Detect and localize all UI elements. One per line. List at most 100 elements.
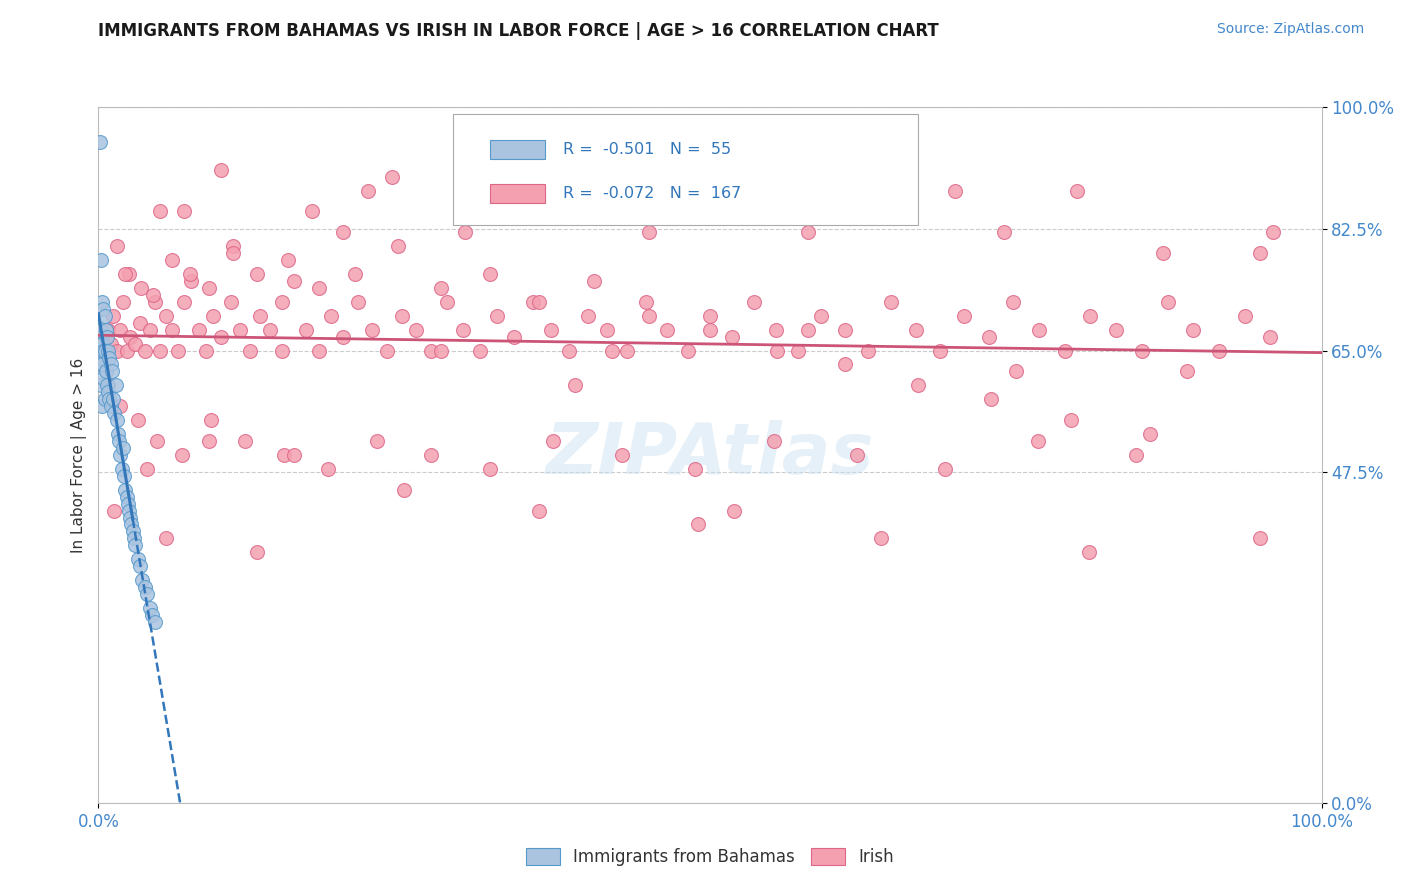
Point <box>134 580 156 594</box>
Point <box>127 552 149 566</box>
Point <box>98 392 121 407</box>
Point <box>699 323 721 337</box>
Point <box>103 503 125 517</box>
Point <box>124 336 146 351</box>
Point <box>222 246 245 260</box>
Point <box>636 294 658 309</box>
Point <box>332 329 354 343</box>
Text: R =  -0.072   N =  167: R = -0.072 N = 167 <box>564 186 741 201</box>
Point <box>596 323 619 337</box>
Point <box>93 309 115 323</box>
Point <box>797 323 820 337</box>
Point <box>155 309 177 323</box>
Point <box>105 413 128 427</box>
Point <box>1249 532 1271 546</box>
Text: ZIPAtlas: ZIPAtlas <box>546 420 875 490</box>
Point <box>1156 294 1178 309</box>
Point <box>1026 434 1049 448</box>
Point <box>405 323 427 337</box>
Point <box>136 587 159 601</box>
Point <box>527 294 550 309</box>
Point <box>167 343 190 358</box>
Point <box>1080 309 1102 323</box>
Point <box>366 434 388 448</box>
Point <box>118 503 141 517</box>
Point <box>699 309 721 323</box>
Point <box>787 343 810 358</box>
Point <box>1004 364 1026 378</box>
Point <box>100 336 122 351</box>
Point <box>1258 329 1281 343</box>
Point <box>391 309 413 323</box>
Point <box>249 309 271 323</box>
Point <box>308 281 330 295</box>
Point <box>155 532 177 546</box>
Point <box>676 343 699 358</box>
Point <box>318 462 340 476</box>
Point <box>170 448 193 462</box>
Point <box>222 239 245 253</box>
Point <box>270 294 294 309</box>
Point <box>107 427 129 442</box>
Point <box>96 378 118 392</box>
Point <box>1208 343 1230 358</box>
Point <box>90 253 112 268</box>
Point <box>96 329 118 343</box>
Point <box>90 336 112 351</box>
Point <box>111 462 134 476</box>
Point <box>180 274 202 288</box>
Point <box>105 343 128 358</box>
Point <box>685 462 707 476</box>
Point <box>765 323 787 337</box>
Point <box>124 538 146 552</box>
Legend: Immigrants from Bahamas, Irish: Immigrants from Bahamas, Irish <box>517 839 903 874</box>
Point <box>1249 246 1271 260</box>
Point <box>93 343 115 358</box>
Point <box>239 343 262 358</box>
Point <box>115 490 138 504</box>
Point <box>110 399 132 413</box>
Point <box>1175 364 1198 378</box>
Point <box>486 309 509 323</box>
Point <box>91 294 114 309</box>
Text: R =  -0.501   N =  55: R = -0.501 N = 55 <box>564 142 731 157</box>
Point <box>187 323 209 337</box>
Point <box>657 323 679 337</box>
Point <box>375 343 398 358</box>
Point <box>233 434 256 448</box>
Point <box>173 204 195 219</box>
Point <box>478 462 501 476</box>
Point <box>110 323 132 337</box>
Point <box>845 204 868 219</box>
Point <box>200 413 222 427</box>
Point <box>89 358 111 372</box>
Point <box>197 281 219 295</box>
Point <box>332 225 354 239</box>
Point <box>277 253 299 268</box>
Point <box>420 343 443 358</box>
Point <box>91 399 114 413</box>
Point <box>762 434 785 448</box>
Point <box>94 323 117 337</box>
Point <box>845 448 868 462</box>
Point <box>977 329 1000 343</box>
Point <box>576 309 599 323</box>
Point <box>1130 343 1153 358</box>
Point <box>810 309 832 323</box>
Point <box>451 323 474 337</box>
Point <box>160 253 183 268</box>
Point <box>146 434 169 448</box>
Point <box>1233 309 1256 323</box>
Point <box>100 399 122 413</box>
Point <box>129 316 152 330</box>
Point <box>392 483 416 497</box>
Point <box>117 497 139 511</box>
Point <box>97 323 120 337</box>
Point <box>637 225 661 239</box>
Point <box>420 448 443 462</box>
Point <box>136 462 159 476</box>
Point <box>94 364 117 378</box>
Point <box>1125 448 1147 462</box>
Point <box>120 329 142 343</box>
Point <box>934 462 956 476</box>
